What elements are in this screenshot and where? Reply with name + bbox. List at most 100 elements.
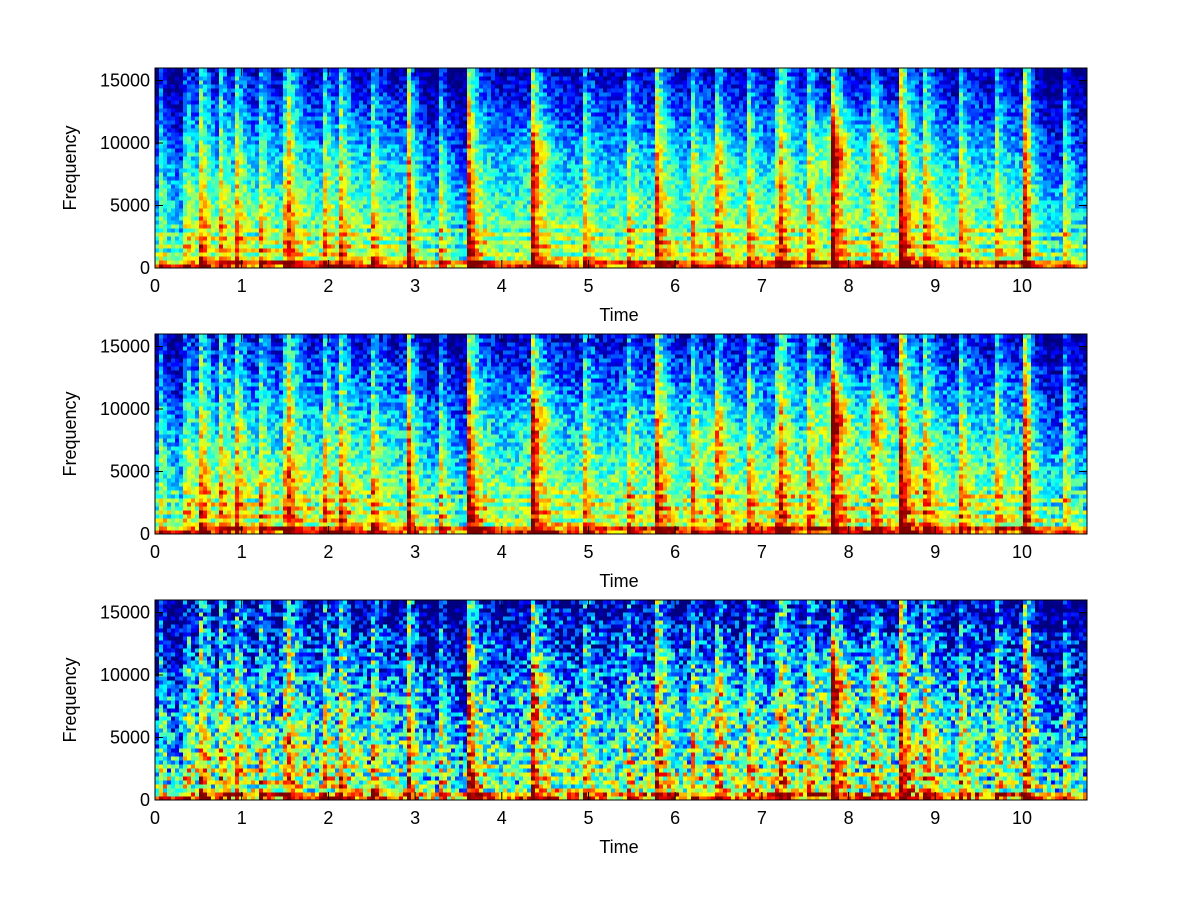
- spectrogram-1-cell: [163, 204, 168, 209]
- spectrogram-1-cell: [475, 184, 480, 189]
- spectrogram-1-cell: [395, 208, 400, 213]
- spectrogram-1-cell: [307, 108, 312, 113]
- spectrogram-1-cell: [403, 152, 408, 157]
- spectrogram-1-cell: [263, 196, 268, 201]
- spectrogram-1-cell: [379, 188, 384, 193]
- spectrogram-1-cell: [475, 180, 480, 185]
- spectrogram-1-cell: [295, 132, 300, 137]
- spectrogram-1-cell: [383, 224, 388, 229]
- spectrogram-1-cell: [471, 212, 476, 217]
- spectrogram-1-cell: [379, 212, 384, 217]
- spectrogram-1-cell: [215, 128, 220, 133]
- spectrogram-1-cell: [411, 216, 416, 221]
- spectrogram-1-cell: [515, 104, 520, 109]
- spectrogram-1-cell: [355, 112, 360, 117]
- spectrogram-1-cell: [451, 180, 456, 185]
- spectrogram-1-cell: [375, 124, 380, 129]
- spectrogram-1-cell: [267, 172, 272, 177]
- spectrogram-1-cell: [267, 92, 272, 97]
- spectrogram-1-cell: [283, 188, 288, 193]
- spectrogram-1-cell: [231, 252, 236, 257]
- spectrogram-1-cell: [359, 220, 364, 225]
- spectrogram-1-cell: [435, 100, 440, 105]
- spectrogram-1-cell: [483, 72, 488, 77]
- spectrogram-1-cell: [359, 96, 364, 101]
- spectrogram-1-cell: [215, 208, 220, 213]
- spectrogram-1-cell: [503, 196, 508, 201]
- spectrogram-1-cell: [323, 128, 328, 133]
- spectrogram-1-cell: [523, 164, 528, 169]
- spectrogram-1-cell: [335, 144, 340, 149]
- spectrogram-1-cell: [415, 128, 420, 133]
- spectrogram-1-cell: [303, 112, 308, 117]
- spectrogram-1-cell: [235, 256, 240, 261]
- spectrogram-1-cell: [199, 168, 204, 173]
- spectrogram-1-cell: [543, 264, 548, 269]
- spectrogram-1-cell: [331, 68, 336, 73]
- spectrogram-1-cell: [495, 216, 500, 221]
- spectrogram-1-cell: [387, 240, 392, 245]
- spectrogram-1-cell: [275, 196, 280, 201]
- spectrogram-1-cell: [343, 224, 348, 229]
- spectrogram-1-cell: [303, 156, 308, 161]
- spectrogram-1-cell: [187, 240, 192, 245]
- spectrogram-1-cell: [339, 236, 344, 241]
- spectrogram-1-cell: [503, 96, 508, 101]
- spectrogram-1-cell: [359, 128, 364, 133]
- spectrogram-1-cell: [287, 204, 292, 209]
- spectrogram-1-cell: [423, 200, 428, 205]
- spectrogram-1-cell: [471, 168, 476, 173]
- spectrogram-1-cell: [211, 88, 216, 93]
- spectrogram-1-cell: [335, 116, 340, 121]
- spectrogram-1-cell: [163, 168, 168, 173]
- spectrogram-1-cell: [275, 224, 280, 229]
- spectrogram-1-cell: [487, 144, 492, 149]
- spectrogram-1-cell: [155, 236, 160, 241]
- spectrogram-1-cell: [251, 176, 256, 181]
- spectrogram-1-cell: [311, 140, 316, 145]
- spectrogram-1-cell: [291, 252, 296, 257]
- spectrogram-1-cell: [255, 240, 260, 245]
- spectrogram-1-cell: [171, 96, 176, 101]
- spectrogram-1-cell: [471, 76, 476, 81]
- spectrogram-1-cell: [299, 200, 304, 205]
- spectrogram-1-cell: [439, 108, 444, 113]
- spectrogram-1-cell: [307, 124, 312, 129]
- spectrogram-1-cell: [391, 108, 396, 113]
- spectrogram-1-cell: [371, 168, 376, 173]
- spectrogram-1-cell: [279, 188, 284, 193]
- spectrogram-1-cell: [203, 176, 208, 181]
- spectrogram-1-cell: [391, 176, 396, 181]
- spectrogram-1-cell: [199, 240, 204, 245]
- spectrogram-1-cell: [339, 92, 344, 97]
- spectrogram-1-cell: [515, 140, 520, 145]
- spectrogram-1-cell: [487, 196, 492, 201]
- spectrogram-1-cell: [363, 88, 368, 93]
- spectrogram-1-cell: [455, 164, 460, 169]
- spectrogram-1-cell: [303, 168, 308, 173]
- spectrogram-1-cell: [267, 104, 272, 109]
- spectrogram-1-cell: [531, 228, 536, 233]
- spectrogram-1-cell: [275, 120, 280, 125]
- spectrogram-1-cell: [263, 112, 268, 117]
- spectrogram-1-cell: [223, 124, 228, 129]
- spectrogram-1-cell: [483, 68, 488, 73]
- spectrogram-1-cell: [503, 80, 508, 85]
- spectrogram-1-cell: [195, 204, 200, 209]
- spectrogram-1-cell: [399, 72, 404, 77]
- spectrogram-1-cell: [351, 256, 356, 261]
- spectrogram-1-cell: [183, 144, 188, 149]
- spectrogram-1-cell: [507, 216, 512, 221]
- spectrogram-1-cell: [503, 212, 508, 217]
- spectrogram-1-cell: [347, 184, 352, 189]
- spectrogram-1-cell: [187, 104, 192, 109]
- spectrogram-1-cell: [267, 232, 272, 237]
- spectrogram-1-cell: [211, 188, 216, 193]
- spectrogram-1-cell: [179, 120, 184, 125]
- spectrogram-1-cell: [223, 176, 228, 181]
- spectrogram-1-cell: [427, 236, 432, 241]
- spectrogram-1-cell: [191, 164, 196, 169]
- spectrogram-1-cell: [419, 208, 424, 213]
- spectrogram-1-cell: [431, 172, 436, 177]
- spectrogram-1-cell: [287, 164, 292, 169]
